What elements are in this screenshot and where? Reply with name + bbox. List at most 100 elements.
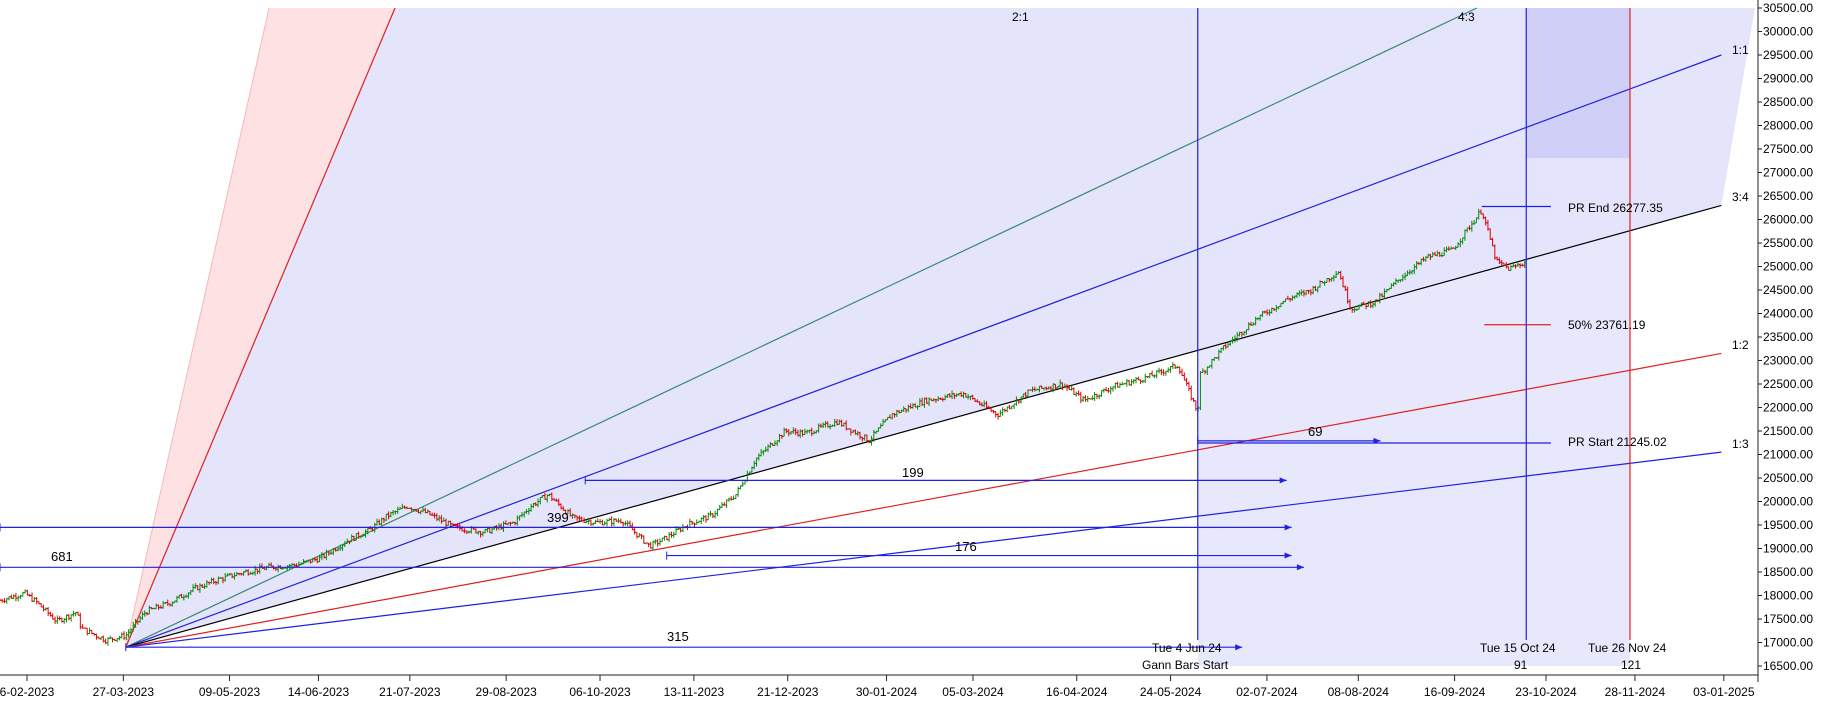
price-bar [30, 592, 34, 603]
price-bar [727, 497, 731, 502]
price-bar [667, 531, 671, 542]
time-window-zone-dark [1526, 8, 1630, 158]
x-tick-label: 24-05-2024 [1140, 685, 1202, 699]
count-arrow-199-head [1279, 477, 1287, 484]
x-tick-label: 08-08-2024 [1328, 685, 1390, 699]
price-bar [713, 510, 717, 519]
x-tick-label: 21-07-2023 [379, 685, 441, 699]
price-bar [1180, 368, 1184, 376]
price-bar [12, 594, 16, 599]
price-bar [1001, 407, 1005, 416]
vline-oct-label: Tue 15 Oct 24 [1480, 641, 1556, 655]
count-arrow-199 [584, 476, 1287, 485]
y-tick-label: 19500.00 [1763, 518, 1813, 532]
fan-line-4-3 [125, 7, 1478, 648]
price-bar [1074, 391, 1078, 397]
count-arrow-315 [125, 643, 1243, 652]
price-bar [69, 614, 73, 622]
price-bar [642, 535, 646, 544]
x-tick-label: 21-12-2023 [757, 685, 819, 699]
count-label-315: 315 [667, 629, 689, 644]
fan-label-1-3: 1:3 [1732, 437, 1749, 451]
fan-steep-edge [125, 7, 270, 648]
y-tick-label: 24000.00 [1763, 307, 1813, 321]
price-bar [53, 616, 57, 624]
y-tick-label: 30000.00 [1763, 25, 1813, 39]
y-tick-label: 25000.00 [1763, 260, 1813, 274]
price-bar [46, 607, 50, 617]
y-tick-label: 29000.00 [1763, 72, 1813, 86]
y-tick-label: 22000.00 [1763, 401, 1813, 415]
x-tick-label: 14-06-2023 [288, 685, 350, 699]
price-bar [19, 594, 23, 599]
price-bar [704, 515, 708, 523]
y-tick-label: 17500.00 [1763, 612, 1813, 626]
price-bar [1134, 377, 1138, 384]
price-bar [1079, 391, 1083, 404]
vline-nov-sublabel: 121 [1621, 658, 1641, 672]
count-arrows [0, 436, 1381, 652]
price-bar [1125, 378, 1129, 387]
price-bar [1116, 381, 1120, 388]
price-bar [117, 636, 121, 641]
x-tick-label: 05-03-2024 [942, 685, 1004, 699]
price-bar [32, 596, 36, 603]
count-arrow-681-head [1296, 564, 1304, 571]
y-tick-label: 18500.00 [1763, 565, 1813, 579]
y-tick-label: 18000.00 [1763, 589, 1813, 603]
price-bar [16, 595, 20, 602]
price-bar [1106, 388, 1110, 393]
count-arrow-176 [666, 551, 1292, 560]
x-tick-label: 16-09-2024 [1424, 685, 1486, 699]
x-tick-label: 28-11-2024 [1605, 685, 1666, 699]
price-bar [681, 524, 685, 533]
price-bar [35, 597, 39, 605]
price-bar [1150, 370, 1154, 377]
vline-nov-label: Tue 26 Nov 24 [1588, 641, 1667, 655]
count-arrow-681 [0, 563, 1304, 572]
price-bar [711, 513, 715, 518]
y-tick-label: 20000.00 [1763, 495, 1813, 509]
fan-line-3-4 [125, 204, 1722, 648]
count-label-399: 399 [547, 510, 569, 525]
price-bar [729, 496, 733, 501]
price-bar [669, 531, 673, 538]
x-tick-label: 6-02-2023 [0, 685, 55, 699]
shaded-zones [125, 8, 1755, 666]
price-bar [1070, 385, 1074, 391]
annotation-labels: 2:1 4:3 1:1 3:4 1:2 1:3 PR End 26277.35 … [51, 10, 1749, 672]
price-bar [14, 592, 18, 602]
fan-label-2-1: 2:1 [1012, 10, 1029, 24]
x-tick-label: 29-08-2023 [475, 685, 537, 699]
y-tick-label: 27500.00 [1763, 142, 1813, 156]
y-tick-label: 25500.00 [1763, 236, 1813, 250]
price-bar [42, 604, 46, 612]
price-bar [702, 514, 706, 522]
vline-jun-sublabel: Gann Bars Start [1142, 658, 1229, 672]
y-tick-label: 22500.00 [1763, 377, 1813, 391]
x-tick-label: 03-01-2025 [1693, 685, 1755, 699]
price-bar [1109, 386, 1113, 395]
count-arrow-315-head [1235, 644, 1243, 651]
price-bar [55, 615, 59, 624]
price-bar [1178, 366, 1182, 374]
count-arrow-399-head [1284, 524, 1292, 531]
price-bars [0, 208, 1527, 646]
price-bar [1090, 395, 1094, 401]
price-bar [656, 539, 660, 547]
price-bar [1192, 397, 1196, 402]
price-bar [1171, 362, 1175, 370]
y-tick-label: 26000.00 [1763, 213, 1813, 227]
count-arrow-399 [0, 523, 1292, 532]
chart-frame [0, 0, 1759, 682]
vertical-time-lines [1197, 8, 1631, 640]
price-bar [589, 519, 593, 526]
x-tick-label: 09-05-2023 [199, 685, 261, 699]
y-tick-label: 21500.00 [1763, 424, 1813, 438]
fan-line-1-3 [125, 451, 1722, 648]
fifty-percent-label: 50% 23761.19 [1568, 318, 1646, 332]
x-tick-label: 27-03-2023 [93, 685, 155, 699]
x-axis: 6-02-2023 27-03-2023 09-05-2023 14-06-2023 2… [0, 675, 1755, 699]
fan-line-1-2 [125, 352, 1722, 648]
